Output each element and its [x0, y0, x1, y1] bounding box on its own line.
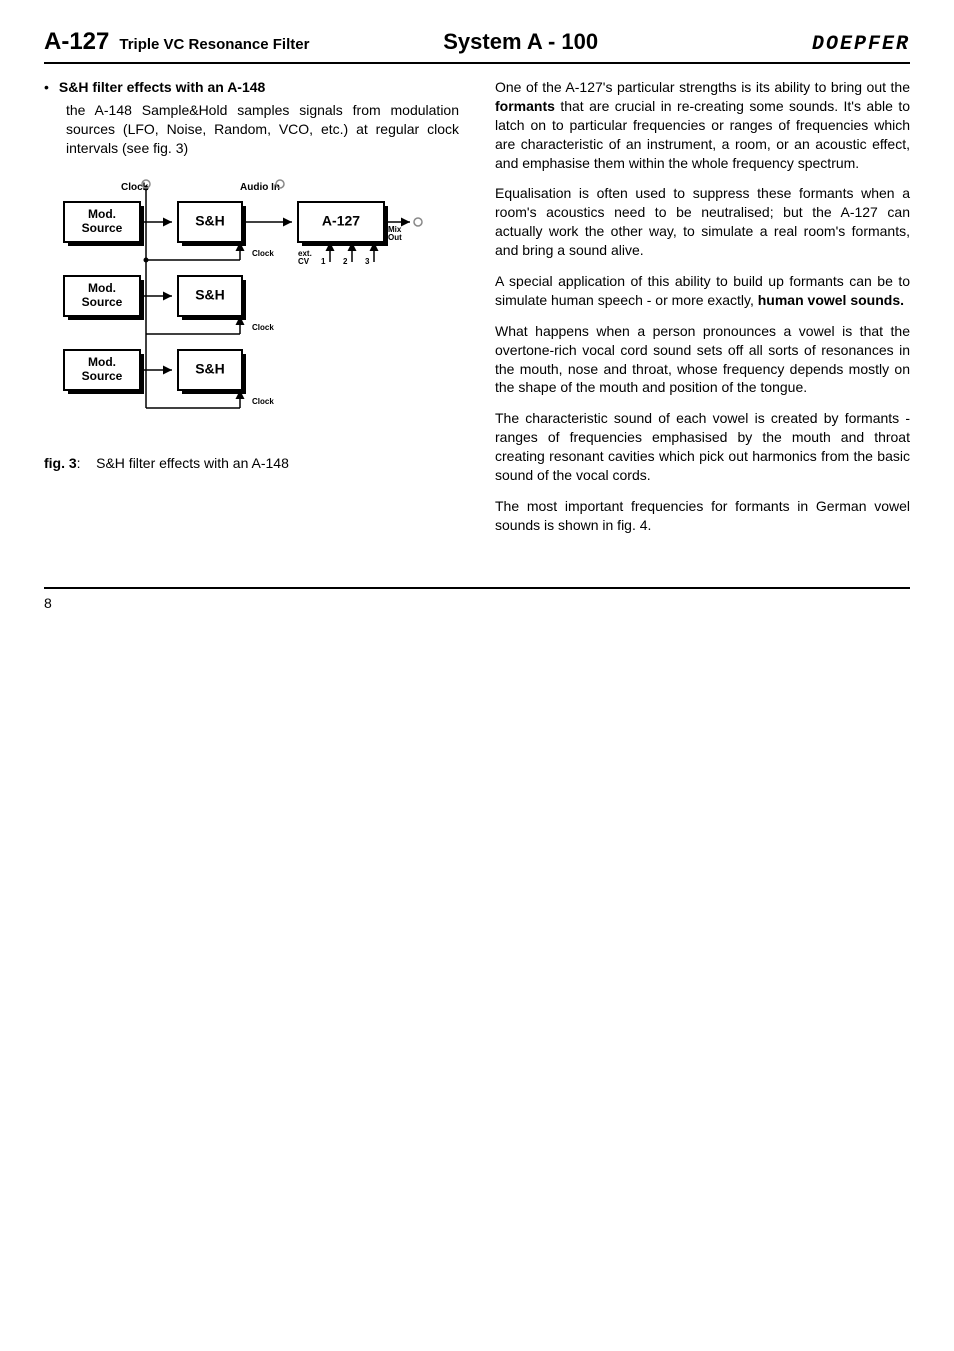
text-run: that are crucial in re-creating some sou… [495, 98, 910, 171]
svg-text:3: 3 [365, 257, 370, 266]
svg-text:Clock: Clock [252, 323, 274, 332]
figure-text: S&H filter effects with an A-148 [96, 455, 289, 471]
svg-text:Mod.: Mod. [88, 207, 116, 221]
figure-sep: : [77, 455, 81, 471]
paragraph: The most important frequencies for forma… [495, 497, 910, 535]
page-number: 8 [44, 595, 52, 611]
left-column: • S&H filter effects with an A-148 the A… [44, 78, 459, 547]
svg-text:CV: CV [298, 257, 310, 266]
header-model-sub: Triple VC Resonance Filter [119, 36, 309, 53]
svg-text:Source: Source [82, 221, 123, 235]
footer-rule: 8 [44, 587, 910, 613]
svg-text:Out: Out [388, 233, 402, 242]
header-left: A-127 Triple VC Resonance Filter [44, 28, 309, 56]
svg-text:Clock: Clock [252, 249, 274, 258]
svg-text:1: 1 [321, 257, 326, 266]
paragraph: What happens when a person pronounces a … [495, 322, 910, 398]
page-header: A-127 Triple VC Resonance Filter System … [44, 28, 910, 64]
svg-text:Source: Source [82, 369, 123, 383]
right-column: One of the A-127's particular strengths … [495, 78, 910, 547]
paragraph: The characteristic sound of each vowel i… [495, 409, 910, 485]
header-system: System A - 100 [443, 29, 598, 55]
svg-text:Source: Source [82, 295, 123, 309]
figure-label: fig. 3 [44, 455, 77, 471]
svg-text:Mod.: Mod. [88, 281, 116, 295]
text-run: What happens when a person pronounces a … [495, 323, 910, 396]
svg-text:Mod.: Mod. [88, 355, 116, 369]
text-run: The most important frequencies for forma… [495, 498, 910, 533]
bullet-body: the A-148 Sample&Hold samples signals fr… [66, 101, 459, 158]
content-columns: • S&H filter effects with an A-148 the A… [44, 78, 910, 547]
paragraph: One of the A-127's particular strengths … [495, 78, 910, 172]
svg-text:S&H: S&H [195, 212, 225, 228]
svg-text:2: 2 [343, 257, 348, 266]
text-run: Equalisation is often used to suppress t… [495, 185, 910, 258]
diagram-fig3: ClockAudio InMod.SourceS&HA-127Mod.Sourc… [44, 172, 459, 437]
bullet-icon: • [44, 78, 49, 97]
svg-text:Audio In: Audio In [240, 182, 280, 193]
bold-text: formants [495, 98, 555, 114]
bullet-item: • S&H filter effects with an A-148 [44, 78, 459, 97]
paragraph: Equalisation is often used to suppress t… [495, 184, 910, 260]
svg-text:S&H: S&H [195, 360, 225, 376]
svg-text:Clock: Clock [252, 397, 274, 406]
header-brand: DOEPFER [812, 33, 910, 56]
header-model: A-127 [44, 28, 109, 56]
svg-text:S&H: S&H [195, 286, 225, 302]
figure-caption: fig. 3: S&H filter effects with an A-148 [44, 454, 459, 473]
bold-text: human vowel sounds. [758, 292, 904, 308]
svg-text:A-127: A-127 [322, 212, 360, 228]
text-run: The characteristic sound of each vowel i… [495, 410, 910, 483]
diagram-svg: ClockAudio InMod.SourceS&HA-127Mod.Sourc… [44, 172, 424, 432]
bullet-title: S&H filter effects with an A-148 [59, 78, 265, 97]
paragraph: A special application of this ability to… [495, 272, 910, 310]
text-run: One of the A-127's particular strengths … [495, 79, 910, 95]
